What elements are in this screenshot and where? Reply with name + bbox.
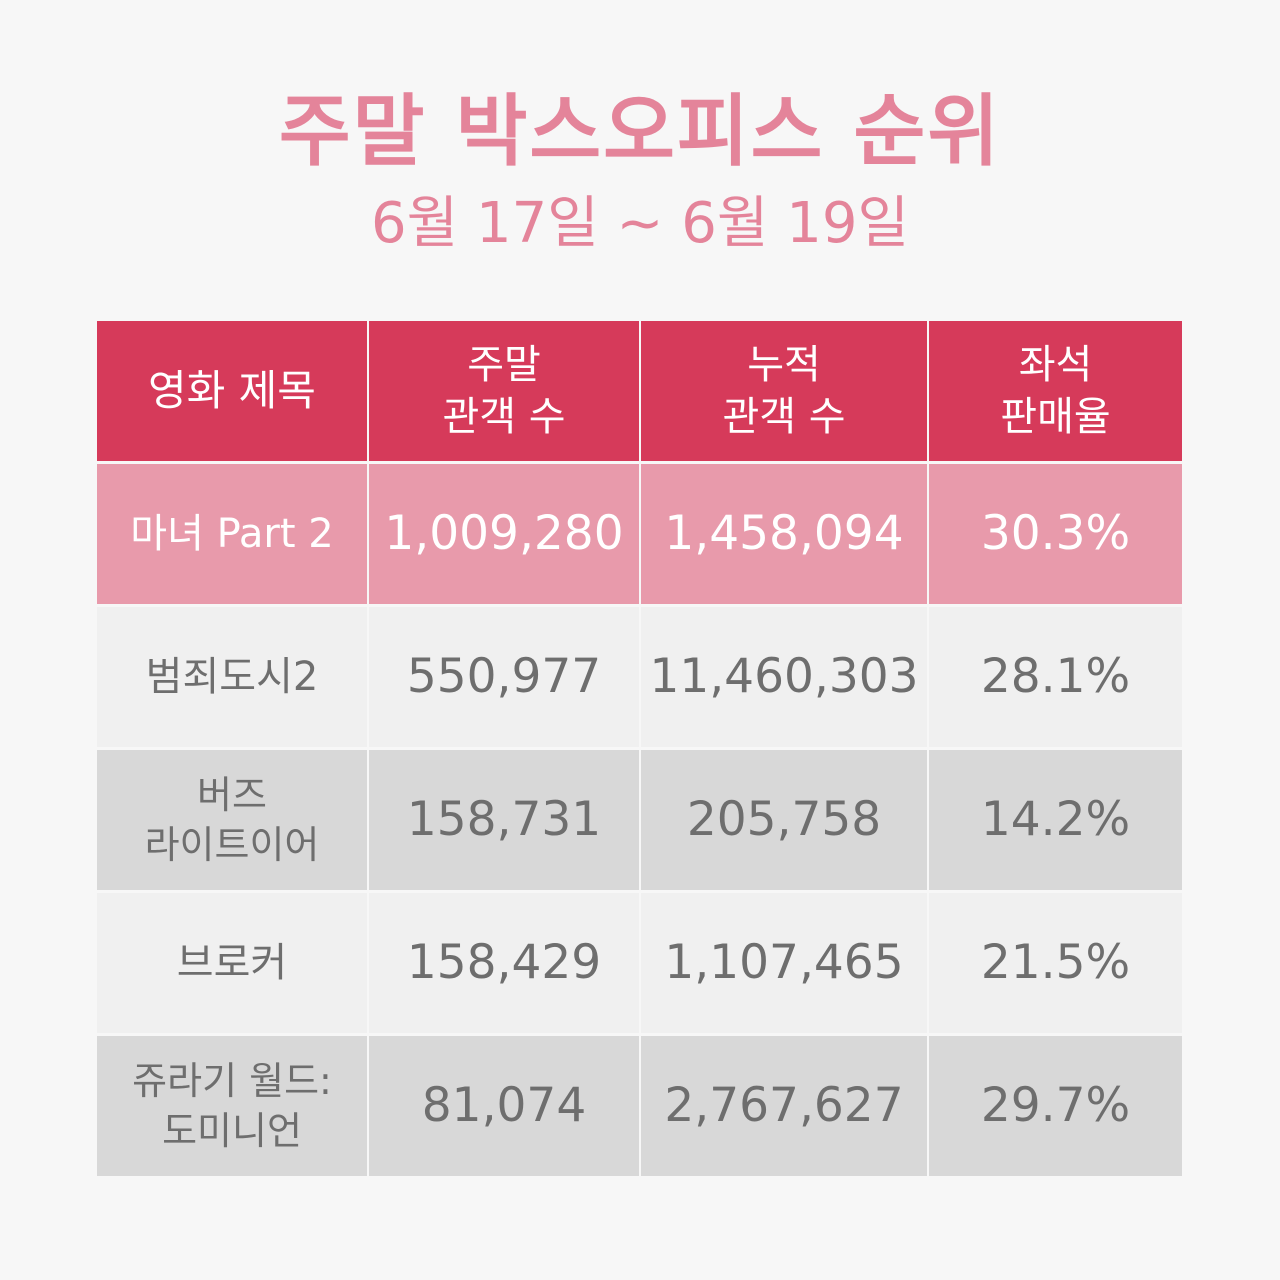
table-row-1-title: 마녀 Part 2: [97, 464, 367, 604]
page-title: 주말 박스오피스 순위: [278, 87, 1002, 177]
box-office-table: 영화 제목 주말 관객 수 누적 관객 수 좌석 판매율 마녀 Part 2 1…: [97, 321, 1182, 1176]
table-row-4-seat-sales-rate: 21.5%: [929, 893, 1182, 1033]
table-row-1-seat-sales-rate: 30.3%: [929, 464, 1182, 604]
table-row-4-title: 브로커: [97, 893, 367, 1033]
table-row-1-weekend-audience: 1,009,280: [369, 464, 639, 604]
header-total-audience: 누적 관객 수: [641, 321, 927, 461]
table-row-2-seat-sales-rate: 28.1%: [929, 607, 1182, 747]
header-movie-title: 영화 제목: [97, 321, 367, 461]
table-row-3-title: 버즈 라이트이어: [97, 750, 367, 890]
table-row-2-title: 범죄도시2: [97, 607, 367, 747]
table-row-2-total-audience: 11,460,303: [641, 607, 927, 747]
table-row-4-weekend-audience: 158,429: [369, 893, 639, 1033]
table-row-5-weekend-audience: 81,074: [369, 1036, 639, 1176]
table-row-5-title: 쥬라기 월드: 도미니언: [97, 1036, 367, 1176]
table-row-5-seat-sales-rate: 29.7%: [929, 1036, 1182, 1176]
table-row-3-weekend-audience: 158,731: [369, 750, 639, 890]
table-row-3-seat-sales-rate: 14.2%: [929, 750, 1182, 890]
table-row-3-total-audience: 205,758: [641, 750, 927, 890]
header-seat-sales-rate: 좌석 판매율: [929, 321, 1182, 461]
table-row-4-total-audience: 1,107,465: [641, 893, 927, 1033]
date-range-subtitle: 6월 17일 ~ 6월 19일: [371, 191, 909, 256]
table-row-1-total-audience: 1,458,094: [641, 464, 927, 604]
header-weekend-audience: 주말 관객 수: [369, 321, 639, 461]
table-row-2-weekend-audience: 550,977: [369, 607, 639, 747]
table-row-5-total-audience: 2,767,627: [641, 1036, 927, 1176]
